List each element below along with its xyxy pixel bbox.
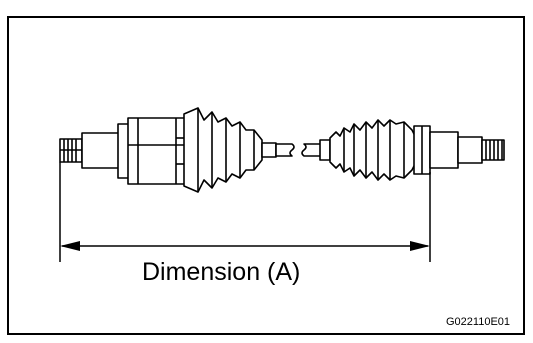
inboard-boot — [183, 107, 263, 193]
dimension-label: Dimension (A) — [142, 258, 301, 286]
outboard-joint — [413, 125, 483, 175]
shaft-right — [301, 139, 331, 161]
outboard-boot — [329, 119, 417, 181]
right-spline-end — [481, 139, 505, 161]
inboard-joint-housing — [117, 117, 187, 185]
left-arrowhead — [60, 241, 80, 251]
left-spline-end — [59, 132, 121, 169]
figure-frame — [7, 16, 525, 335]
figure-id: G022110E01 — [446, 316, 511, 328]
right-arrowhead — [410, 241, 430, 251]
dimension-line — [59, 162, 431, 262]
shaft-left — [261, 142, 295, 158]
